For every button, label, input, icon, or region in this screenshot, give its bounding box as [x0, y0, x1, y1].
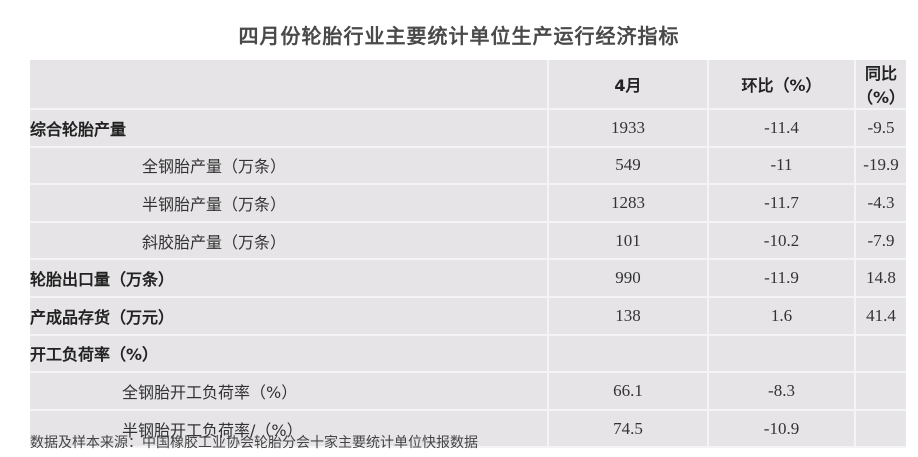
header-mom: 环比（%） — [708, 60, 856, 110]
row-mom-value: 1.6 — [708, 296, 856, 336]
row-label: 轮胎出口量（万条） — [30, 259, 549, 298]
row-yoy-value: 41.4 — [855, 296, 906, 336]
row-label: 产成品存货（万元） — [30, 296, 549, 336]
row-mom-value: -8.3 — [708, 372, 856, 411]
row-label: 半钢胎开工负荷率/（%） — [30, 409, 549, 449]
row-label: 开工负荷率（%） — [30, 334, 549, 374]
table-row: 开工负荷率（%） — [30, 334, 906, 374]
row-label: 全钢胎产量（万条） — [30, 146, 549, 186]
table-row: 综合轮胎产量 1933 -11.4 -9.5 — [30, 109, 906, 148]
header-label — [30, 60, 549, 110]
table-row: 半钢胎开工负荷率/（%） 74.5 -10.9 — [30, 409, 906, 449]
table-row: 产成品存货（万元） 138 1.6 41.4 — [30, 296, 906, 336]
table-row: 斜胶胎产量（万条） 101 -10.2 -7.9 — [30, 221, 906, 261]
row-yoy-value: -9.5 — [855, 109, 906, 148]
row-yoy-value: -7.9 — [855, 221, 906, 261]
table-header-row: 4月 环比（%） 同比（%） — [30, 60, 906, 110]
row-yoy-value — [855, 334, 906, 374]
row-label: 斜胶胎产量（万条） — [30, 221, 549, 261]
row-yoy-value: -4.3 — [855, 184, 906, 223]
row-mom-value: -11.7 — [708, 184, 856, 223]
row-month-value: 74.5 — [548, 409, 709, 449]
row-yoy-value — [855, 409, 906, 449]
row-month-value: 549 — [548, 146, 709, 186]
row-mom-value: -10.9 — [708, 409, 856, 449]
row-label: 综合轮胎产量 — [30, 109, 549, 148]
header-month: 4月 — [548, 60, 709, 110]
row-month-value: 101 — [548, 221, 709, 261]
row-month-value: 66.1 — [548, 372, 709, 411]
table-title: 四月份轮胎行业主要统计单位生产运行经济指标 — [238, 24, 680, 48]
row-mom-value: -11 — [708, 146, 856, 186]
row-yoy-value: -19.9 — [855, 146, 906, 186]
row-yoy-value: 14.8 — [855, 259, 906, 298]
source-note: 数据及样本来源：中国橡胶工业协会轮胎分会十家主要统计单位快报数据 — [30, 435, 478, 451]
table-row: 全钢胎产量（万条） 549 -11 -19.9 — [30, 146, 906, 186]
row-mom-value: -11.9 — [708, 259, 856, 298]
row-label: 全钢胎开工负荷率（%） — [30, 372, 549, 411]
row-yoy-value — [855, 372, 906, 411]
table-row: 全钢胎开工负荷率（%） 66.1 -8.3 — [30, 372, 906, 411]
row-label: 半钢胎产量（万条） — [30, 184, 549, 223]
table-row: 轮胎出口量（万条） 990 -11.9 14.8 — [30, 259, 906, 298]
row-month-value: 1283 — [548, 184, 709, 223]
row-mom-value: -11.4 — [708, 109, 856, 148]
row-mom-value — [708, 334, 856, 374]
row-month-value: 138 — [548, 296, 709, 336]
row-month-value — [548, 334, 709, 374]
header-yoy: 同比（%） — [855, 60, 906, 110]
row-month-value: 1933 — [548, 109, 709, 148]
statistics-table: 4月 环比（%） 同比（%） 综合轮胎产量 1933 -11.4 -9.5 全钢胎产量（… — [30, 60, 906, 449]
table-row: 半钢胎产量（万条） 1283 -11.7 -4.3 — [30, 184, 906, 223]
row-month-value: 990 — [548, 259, 709, 298]
row-mom-value: -10.2 — [708, 221, 856, 261]
